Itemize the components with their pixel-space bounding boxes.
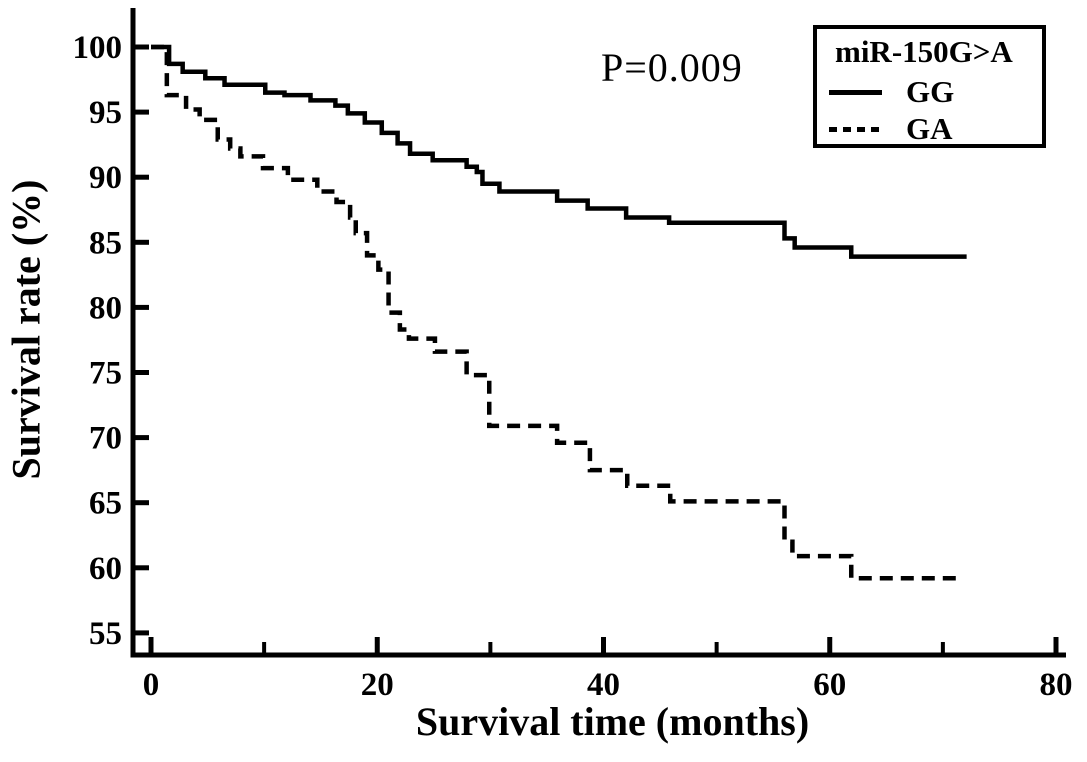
x-tick-label: 40 <box>587 667 620 703</box>
x-tick-label: 80 <box>1040 667 1073 703</box>
x-axis-title: Survival time (months) <box>415 699 810 744</box>
p-value-annotation: P=0.009 <box>601 45 743 90</box>
legend-row-gg: GG <box>829 74 1042 109</box>
y-tick-label: 75 <box>89 356 122 392</box>
y-tick-label: 85 <box>89 225 122 261</box>
legend-label-gg: GG <box>906 74 955 109</box>
legend: miR-150G>A GG GA <box>813 25 1046 148</box>
y-tick-label: 95 <box>89 95 122 131</box>
legend-label-ga: GA <box>906 111 953 146</box>
y-axis-title: Survival rate (%) <box>3 179 49 480</box>
y-tick-label: 70 <box>89 421 122 457</box>
survival-curve-gg <box>151 44 967 259</box>
survival-curve-ga <box>151 44 960 581</box>
y-tick-label: 100 <box>73 30 123 66</box>
gg-solid-line-swatch <box>829 89 882 95</box>
y-tick-label: 55 <box>89 616 122 652</box>
y-tick-label: 60 <box>89 551 122 587</box>
ga-dashed-line-swatch <box>829 126 882 132</box>
legend-row-ga: GA <box>829 111 1042 146</box>
legend-title: miR-150G>A <box>835 34 1013 69</box>
x-tick-label: 20 <box>361 667 394 703</box>
x-tick-label: 0 <box>143 667 160 703</box>
y-tick-label: 65 <box>89 486 122 522</box>
y-tick-label: 80 <box>89 290 122 326</box>
x-tick-label: 60 <box>813 667 846 703</box>
y-tick-label: 90 <box>89 160 122 196</box>
